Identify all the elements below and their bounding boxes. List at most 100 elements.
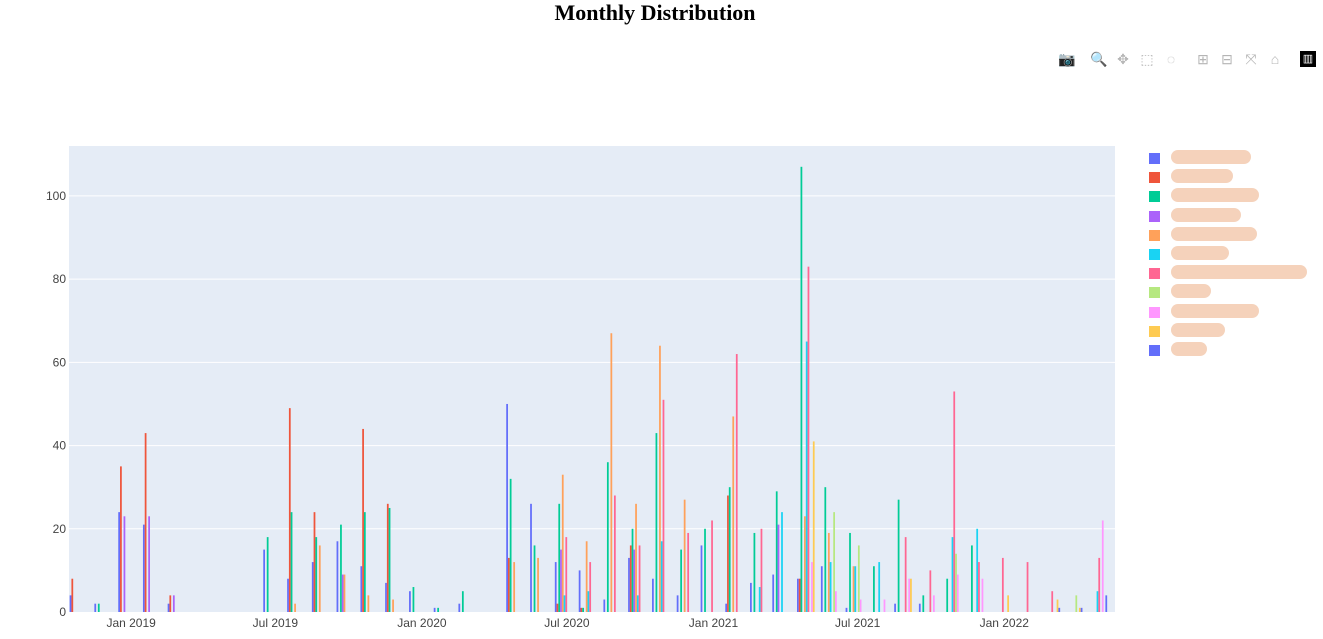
bar[interactable] [829, 562, 832, 612]
bar[interactable] [363, 512, 366, 612]
bar[interactable] [412, 587, 415, 612]
zoom-in-icon[interactable]: ⊞ [1197, 51, 1209, 67]
bar[interactable] [123, 516, 126, 612]
bar[interactable] [1051, 591, 1054, 612]
bar[interactable] [558, 503, 561, 612]
plotly-logo-icon[interactable]: ▥ [1300, 51, 1316, 67]
bar[interactable] [833, 512, 835, 612]
bar[interactable] [288, 408, 291, 613]
bar[interactable] [315, 537, 318, 612]
bar[interactable] [1078, 607, 1081, 612]
bar[interactable] [804, 516, 806, 612]
bar[interactable] [760, 528, 763, 612]
bar[interactable] [385, 582, 387, 613]
bar[interactable] [318, 545, 321, 612]
bar[interactable] [1080, 607, 1083, 612]
bar[interactable] [613, 495, 616, 613]
bar[interactable] [628, 557, 630, 612]
legend-item[interactable] [1146, 207, 1316, 224]
bar[interactable] [509, 478, 512, 612]
bar[interactable] [655, 433, 658, 612]
bar[interactable] [167, 603, 170, 612]
bar[interactable] [142, 524, 145, 613]
bar[interactable] [94, 603, 97, 612]
bar[interactable] [918, 603, 921, 612]
bar[interactable] [1056, 599, 1059, 612]
bar[interactable] [144, 433, 147, 612]
autoscale-icon[interactable]: ⤧ [1245, 51, 1257, 67]
legend-item[interactable] [1146, 284, 1316, 300]
bar[interactable] [1105, 595, 1108, 612]
bar[interactable] [631, 528, 634, 612]
legend-item[interactable] [1146, 150, 1316, 166]
bar[interactable] [603, 599, 606, 612]
bar[interactable] [530, 503, 532, 612]
bar[interactable] [556, 603, 559, 612]
bar[interactable] [636, 595, 639, 612]
bar[interactable] [294, 603, 296, 612]
bar[interactable] [727, 495, 729, 613]
bar[interactable] [904, 537, 907, 612]
bar[interactable] [507, 557, 510, 612]
bar[interactable] [824, 487, 827, 612]
bar[interactable] [69, 595, 72, 612]
bar[interactable] [811, 562, 813, 612]
bar[interactable] [633, 549, 636, 612]
bar[interactable] [433, 607, 436, 612]
legend-item[interactable] [1146, 188, 1316, 204]
bar[interactable] [711, 520, 713, 612]
legend-item[interactable] [1146, 303, 1316, 320]
bar[interactable] [929, 570, 932, 612]
bar[interactable] [704, 528, 706, 612]
bar[interactable] [589, 562, 592, 612]
bar[interactable] [610, 333, 613, 612]
bar[interactable] [805, 341, 808, 612]
bar[interactable] [1058, 607, 1061, 612]
bar[interactable] [287, 578, 289, 612]
bar[interactable] [587, 591, 590, 612]
bar[interactable] [981, 578, 984, 612]
bar[interactable] [537, 557, 539, 612]
bar[interactable] [878, 562, 881, 612]
bar[interactable] [362, 428, 364, 612]
bar[interactable] [897, 499, 900, 612]
bar[interactable] [578, 570, 581, 612]
bar[interactable] [367, 595, 370, 612]
bar[interactable] [290, 512, 293, 612]
bar[interactable] [845, 607, 848, 612]
bar[interactable] [580, 607, 583, 612]
bar[interactable] [1075, 595, 1078, 612]
bar[interactable] [169, 595, 172, 612]
bar[interactable] [533, 545, 536, 612]
bar[interactable] [437, 607, 440, 612]
bar[interactable] [97, 603, 100, 612]
bar[interactable] [978, 562, 980, 612]
bar[interactable] [753, 532, 756, 612]
bar[interactable] [388, 507, 391, 612]
bar[interactable] [513, 562, 516, 612]
bar[interactable] [951, 537, 954, 612]
bar[interactable] [638, 545, 641, 612]
bar[interactable] [932, 595, 935, 612]
bar[interactable] [894, 603, 896, 612]
bar[interactable] [956, 574, 959, 612]
bar[interactable] [554, 562, 557, 612]
bar[interactable] [827, 532, 830, 612]
bar[interactable] [922, 595, 925, 612]
bar[interactable] [976, 528, 979, 612]
bar[interactable] [676, 595, 679, 612]
bar[interactable] [561, 474, 564, 612]
bar[interactable] [263, 549, 266, 612]
bar[interactable] [409, 591, 411, 612]
bar[interactable] [635, 503, 637, 612]
bar[interactable] [854, 566, 857, 612]
box-select-icon[interactable]: ⬚ [1140, 51, 1154, 67]
bar[interactable] [585, 541, 588, 612]
bar[interactable] [908, 578, 911, 612]
bar[interactable] [360, 566, 363, 612]
bar[interactable] [835, 591, 837, 612]
bar[interactable] [775, 491, 778, 612]
bar[interactable] [652, 578, 654, 612]
bar[interactable] [700, 545, 703, 612]
bar[interactable] [883, 599, 886, 612]
